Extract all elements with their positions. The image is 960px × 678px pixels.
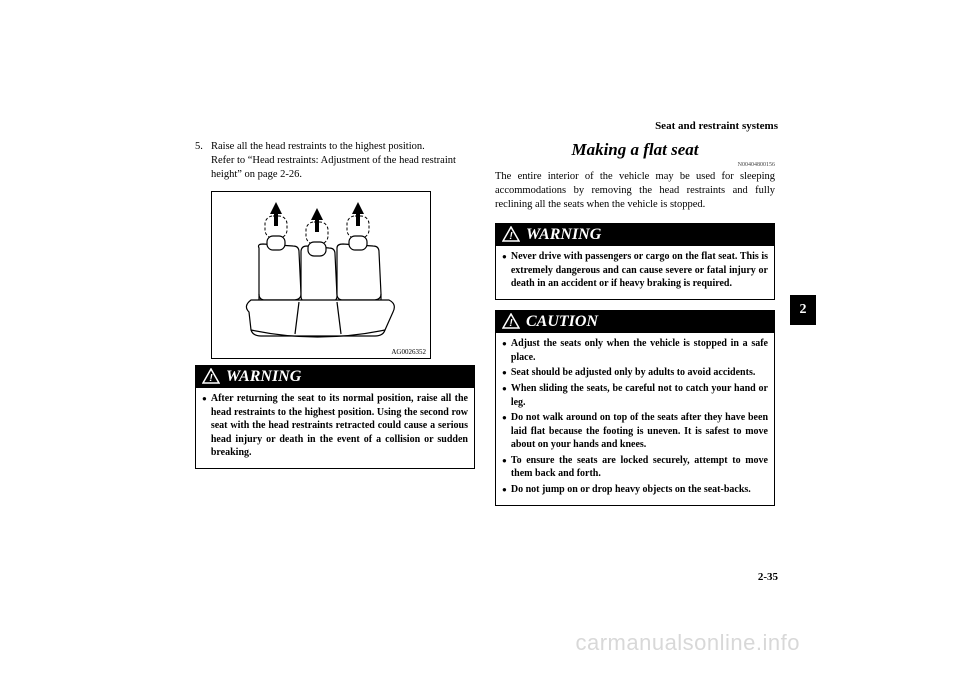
warning-item: Never drive with passengers or cargo on … [511, 250, 768, 291]
warning-box-left: ! WARNING After returning the seat to it… [195, 365, 475, 469]
step-line1: Raise all the head restraints to the hig… [211, 141, 425, 152]
caution-item: Do not walk around on top of the seats a… [511, 411, 768, 452]
warning-title: WARNING [226, 368, 301, 386]
step-5: 5. Raise all the head restraints to the … [195, 140, 475, 183]
page: Seat and restraint systems 5. Raise all … [0, 0, 960, 678]
section-title: Making a flat seat [495, 140, 775, 160]
warning-title: WARNING [526, 226, 601, 244]
warning-box-right: ! WARNING Never drive with passengers or… [495, 223, 775, 300]
warning-header: ! WARNING [496, 224, 774, 247]
right-column: Making a flat seat N00404800156 The enti… [495, 140, 775, 516]
chapter-tab: 2 [790, 295, 816, 325]
warning-item: After returning the seat to its normal p… [211, 392, 468, 460]
caution-title: CAUTION [526, 313, 598, 331]
caution-item: When sliding the seats, be careful not t… [511, 382, 768, 409]
step-text: Raise all the head restraints to the hig… [211, 140, 475, 183]
caution-box: ! CAUTION Adjust the seats only when the… [495, 310, 775, 506]
caution-body: Adjust the seats only when the vehicle i… [496, 333, 774, 505]
content-columns: 5. Raise all the head restraints to the … [195, 140, 775, 516]
warning-triangle-icon: ! [502, 226, 520, 242]
page-number: 2-35 [758, 571, 778, 583]
section-code: N00404800156 [495, 162, 775, 168]
caution-header: ! CAUTION [496, 311, 774, 334]
warning-triangle-icon: ! [202, 368, 220, 384]
warning-body: Never drive with passengers or cargo on … [496, 246, 774, 299]
caution-triangle-icon: ! [502, 313, 520, 329]
caution-item: To ensure the seats are locked securely,… [511, 454, 768, 481]
seat-illustration [221, 196, 421, 346]
running-header: Seat and restraint systems [655, 120, 778, 132]
warning-body: After returning the seat to its normal p… [196, 388, 474, 468]
figure-id: AG0026352 [216, 348, 426, 356]
caution-item: Adjust the seats only when the vehicle i… [511, 337, 768, 364]
warning-header: ! WARNING [196, 366, 474, 389]
caution-item: Seat should be adjusted only by adults t… [511, 366, 756, 380]
step-line2: Refer to “Head restraints: Adjustment of… [211, 155, 456, 180]
intro-paragraph: The entire interior of the vehicle may b… [495, 170, 775, 213]
caution-item: Do not jump on or drop heavy objects on … [511, 483, 751, 497]
step-number: 5. [195, 140, 211, 183]
left-column: 5. Raise all the head restraints to the … [195, 140, 475, 516]
watermark: carmanualsonline.info [575, 630, 800, 656]
figure: AG0026352 [211, 191, 431, 359]
